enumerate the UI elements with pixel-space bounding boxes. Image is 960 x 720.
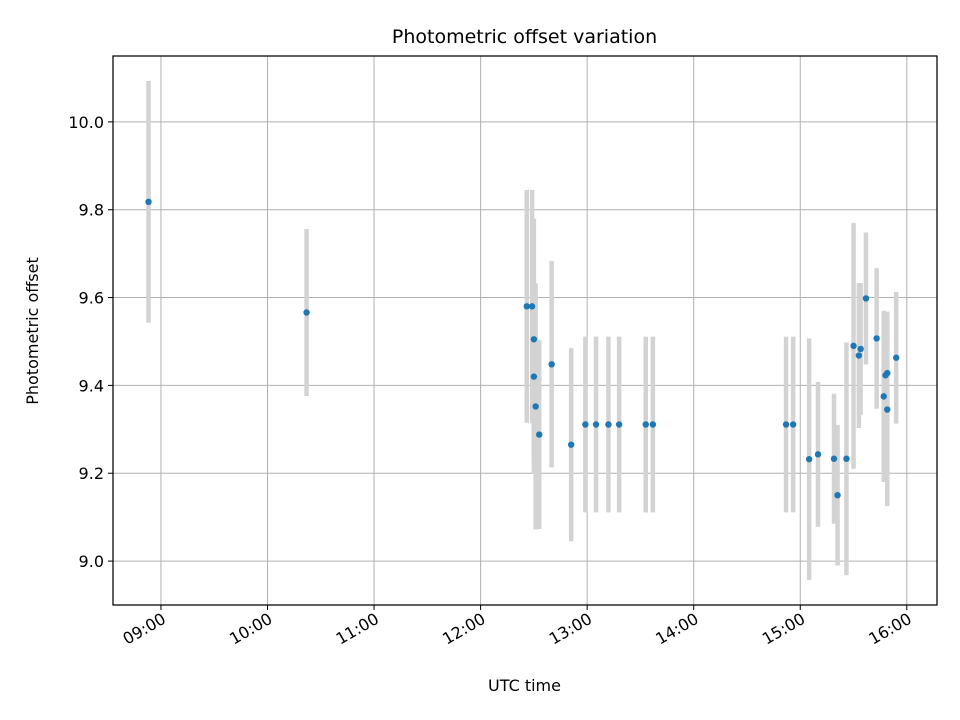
- data-point: [862, 295, 870, 302]
- data-point: [855, 352, 863, 359]
- data-point: [892, 354, 900, 361]
- data-point: [145, 198, 152, 206]
- data-point: [536, 431, 543, 438]
- plot-frame: [112, 55, 938, 606]
- data-point: [642, 421, 649, 428]
- data-point: [605, 421, 612, 428]
- data-point: [567, 441, 575, 448]
- data-point: [303, 309, 310, 316]
- data-point: [789, 421, 797, 428]
- y-tick-label: 10.0: [68, 113, 104, 132]
- data-point: [615, 421, 623, 428]
- data-point: [523, 303, 530, 310]
- data-point: [530, 373, 538, 380]
- y-tick-label: 9.0: [79, 552, 104, 571]
- data-point: [884, 406, 891, 413]
- data-point: [548, 361, 555, 368]
- data-point: [782, 421, 790, 428]
- chart-title: Photometric offset variation: [392, 26, 657, 48]
- data-point: [805, 455, 813, 463]
- y-tick-label: 9.6: [79, 289, 104, 308]
- data-point: [814, 451, 822, 458]
- data-point: [830, 455, 838, 462]
- data-point: [834, 492, 841, 499]
- y-axis: 9.0 9.2 9.4 9.6 9.8 10.0: [68, 113, 113, 571]
- data-point: [582, 421, 589, 428]
- data-point: [880, 393, 887, 400]
- data-point: [857, 345, 864, 353]
- data-point: [592, 421, 600, 428]
- data-point: [873, 335, 880, 342]
- y-axis-label: Photometric offset: [23, 257, 42, 405]
- y-tick-label: 9.8: [79, 201, 104, 220]
- data-point: [532, 403, 539, 410]
- data-point: [649, 421, 657, 428]
- data-point: [850, 342, 857, 350]
- y-tick-label: 9.2: [79, 464, 104, 483]
- data-point: [884, 369, 891, 377]
- data-point: [528, 303, 536, 310]
- data-point: [843, 455, 850, 462]
- x-axis-label: UTC time: [488, 676, 561, 695]
- data-points: [145, 198, 900, 499]
- y-tick-label: 9.4: [79, 376, 104, 395]
- data-point: [530, 336, 538, 343]
